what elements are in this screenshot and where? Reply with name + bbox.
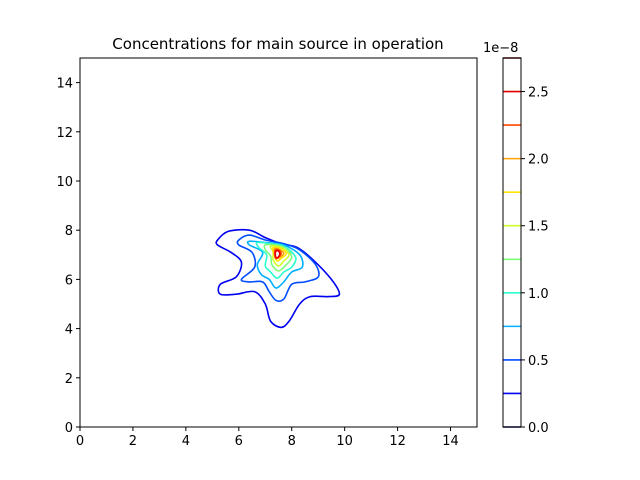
y-tick-label: 2 bbox=[65, 372, 73, 387]
y-tick-label: 6 bbox=[65, 273, 73, 288]
y-axis: 0 2 4 6 8 10 12 14 bbox=[56, 77, 80, 436]
contour-lines bbox=[215, 228, 341, 329]
contour-line bbox=[236, 234, 320, 302]
colorbar-tick-label: 1.5 bbox=[528, 220, 549, 235]
x-tick-label: 2 bbox=[129, 434, 137, 449]
colorbar-tick-label: 2.0 bbox=[528, 153, 549, 168]
contour-line bbox=[255, 241, 297, 280]
colorbar-tick-label: 0.5 bbox=[528, 354, 549, 369]
colorbar-frame bbox=[502, 57, 522, 428]
colorbar-tick-label: 1.0 bbox=[528, 287, 549, 302]
x-tick-label: 0 bbox=[76, 434, 84, 449]
x-tick-label: 12 bbox=[389, 434, 406, 449]
contour-line bbox=[274, 249, 281, 259]
y-tick-label: 0 bbox=[65, 421, 73, 436]
chart-title: Concentrations for main source in operat… bbox=[112, 35, 443, 53]
plot-frame bbox=[79, 57, 478, 428]
colorbar-tick-label: 0.0 bbox=[528, 421, 549, 436]
contour-line bbox=[271, 246, 288, 262]
x-tick-label: 4 bbox=[182, 434, 190, 449]
x-tick-label: 10 bbox=[336, 434, 353, 449]
x-tick-label: 6 bbox=[235, 434, 243, 449]
y-tick-label: 4 bbox=[65, 323, 73, 338]
x-tick-label: 14 bbox=[442, 434, 459, 449]
contour-line bbox=[246, 240, 304, 289]
y-tick-label: 12 bbox=[56, 126, 73, 141]
y-tick-label: 10 bbox=[56, 175, 73, 190]
colorbar-tick-label: 2.5 bbox=[528, 86, 549, 101]
contour-line bbox=[263, 243, 293, 272]
colorbar-offset-label: 1e−8 bbox=[483, 41, 518, 56]
y-tick-label: 14 bbox=[56, 77, 73, 92]
x-tick-label: 8 bbox=[288, 434, 296, 449]
x-axis: 0 2 4 6 8 10 12 14 bbox=[76, 427, 459, 449]
colorbar: 0.0 0.5 1.0 1.5 2.0 2.5 bbox=[502, 57, 549, 436]
y-tick-label: 8 bbox=[65, 224, 73, 239]
